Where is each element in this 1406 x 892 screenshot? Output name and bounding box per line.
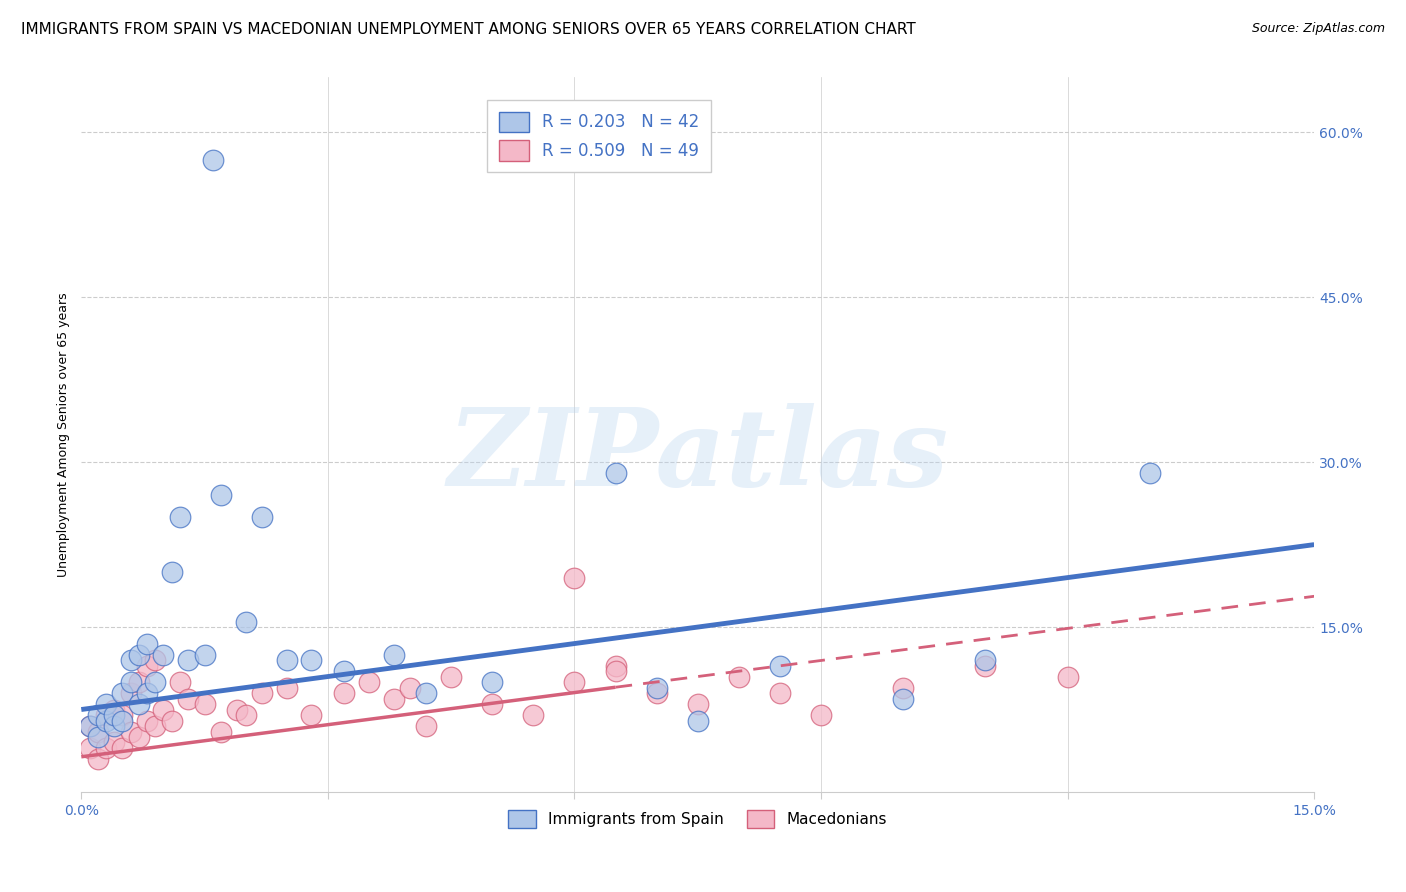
Point [103,708,125,723]
Point [1056,669,1078,683]
Point [194,697,217,711]
Point [128,697,150,711]
Point [160,714,183,728]
Point [143,653,166,667]
Point [769,686,792,700]
Point [974,658,997,673]
Point [522,708,544,723]
Point [250,686,273,700]
Point [605,664,627,678]
Point [605,466,627,480]
Point [235,615,257,629]
Point [235,708,257,723]
Point [136,714,159,728]
Point [564,571,586,585]
Point [382,648,405,662]
Point [94,741,117,756]
Point [201,153,224,167]
Point [891,691,914,706]
Point [111,686,134,700]
Point [399,681,422,695]
Point [111,714,134,728]
Point [299,708,322,723]
Point [333,664,356,678]
Point [111,741,134,756]
Legend: Immigrants from Spain, Macedonians: Immigrants from Spain, Macedonians [502,804,893,834]
Point [143,675,166,690]
Point [87,708,110,723]
Point [111,708,134,723]
Y-axis label: Unemployment Among Seniors over 65 years: Unemployment Among Seniors over 65 years [58,293,70,577]
Point [79,719,101,733]
Point [128,730,150,744]
Point [177,691,200,706]
Point [169,510,191,524]
Point [94,697,117,711]
Point [415,719,437,733]
Point [87,752,110,766]
Point [87,724,110,739]
Point [160,565,183,579]
Point [120,653,142,667]
Point [94,714,117,728]
Point [194,648,217,662]
Point [415,686,437,700]
Point [226,702,249,716]
Point [152,648,174,662]
Text: ZIPatlas: ZIPatlas [447,403,948,509]
Point [333,686,356,700]
Point [209,488,232,502]
Point [94,708,117,723]
Point [891,681,914,695]
Point [120,675,142,690]
Point [128,675,150,690]
Point [128,648,150,662]
Point [564,675,586,690]
Point [79,741,101,756]
Point [481,675,503,690]
Point [299,653,322,667]
Point [136,636,159,650]
Point [276,653,298,667]
Point [974,653,997,667]
Point [645,686,668,700]
Point [686,714,709,728]
Point [357,675,380,690]
Point [103,702,125,716]
Point [169,675,191,690]
Point [250,510,273,524]
Point [87,730,110,744]
Point [136,658,159,673]
Point [79,719,101,733]
Point [209,724,232,739]
Point [103,719,125,733]
Point [440,669,463,683]
Point [769,658,792,673]
Point [481,697,503,711]
Point [605,658,627,673]
Point [120,724,142,739]
Point [276,681,298,695]
Point [727,669,749,683]
Text: Source: ZipAtlas.com: Source: ZipAtlas.com [1251,22,1385,36]
Point [143,719,166,733]
Point [103,735,125,749]
Point [152,702,174,716]
Point [136,686,159,700]
Point [1139,466,1161,480]
Point [120,686,142,700]
Point [177,653,200,667]
Point [645,681,668,695]
Point [810,708,832,723]
Point [382,691,405,706]
Text: IMMIGRANTS FROM SPAIN VS MACEDONIAN UNEMPLOYMENT AMONG SENIORS OVER 65 YEARS COR: IMMIGRANTS FROM SPAIN VS MACEDONIAN UNEM… [21,22,915,37]
Point [686,697,709,711]
